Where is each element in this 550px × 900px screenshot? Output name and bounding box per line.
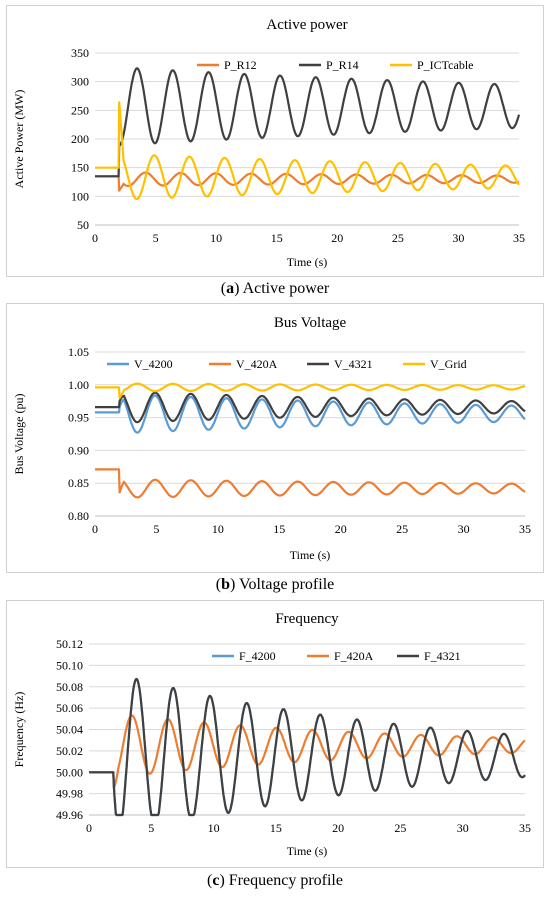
chart-panel-bus-voltage: Bus Voltage 0.80 0.85 0.90 0.95 1.00 1.05 0 5 10 1… — [6, 303, 544, 573]
y-tick-label: 50.12 — [56, 637, 83, 651]
legend-label-f-4321: F_4321 — [424, 649, 461, 663]
x-tick-label: 0 — [86, 821, 92, 835]
x-tick-label: 5 — [153, 522, 159, 536]
y-tick-label: 1.00 — [68, 378, 89, 392]
caption-active-power: (a) Active power — [220, 280, 330, 297]
y-tick-label: 50.10 — [56, 658, 83, 672]
x-tick-label: 10 — [208, 821, 220, 835]
y-tick-label: 50 — [77, 218, 89, 232]
x-tick-label: 15 — [270, 821, 282, 835]
caption-frequency-profile: (c) Frequency profile — [207, 872, 343, 889]
caption-letter: a — [226, 280, 235, 297]
legend-bg — [105, 355, 195, 370]
caption-voltage-profile: (b) Voltage profile — [215, 576, 335, 593]
x-tick-label: 0 — [92, 231, 98, 245]
chart-title: Bus Voltage — [274, 315, 347, 331]
y-axis-label: Bus Voltage (pu) — [12, 394, 26, 475]
series-line-v-4321 — [94, 391, 526, 424]
y-tick-label: 50.06 — [56, 701, 83, 715]
legend-label-f-4200: F_4200 — [239, 649, 276, 663]
y-tick-label: 50.02 — [56, 744, 83, 758]
x-axis-label: Time (s) — [287, 844, 328, 858]
x-tick-label: 30 — [452, 231, 464, 245]
y-tick-label: 0.90 — [68, 443, 89, 457]
x-axis-label: Time (s) — [287, 255, 328, 269]
x-tick-label: 20 — [332, 821, 344, 835]
y-tick-label: 300 — [71, 75, 89, 89]
legend-label-v-420a: V_420A — [236, 357, 278, 371]
legend-label-v-4321: V_4321 — [334, 357, 373, 371]
chart-title: Frequency — [275, 611, 339, 627]
x-tick-label: 10 — [210, 231, 222, 245]
x-tick-label: 30 — [458, 522, 470, 536]
y-tick-label: 0.80 — [68, 509, 89, 523]
y-tick-label: 50.04 — [56, 723, 83, 737]
x-tick-label: 25 — [394, 821, 406, 835]
caption-letter: c — [212, 872, 220, 889]
legend-bg — [195, 56, 285, 71]
chart-svg-bus-voltage: Bus Voltage 0.80 0.85 0.90 0.95 1.00 1.05 0 5 10 1… — [12, 315, 531, 562]
y-tick-label: 1.05 — [68, 345, 89, 359]
x-tick-label: 0 — [92, 522, 98, 536]
x-tick-label: 5 — [148, 821, 154, 835]
series-line-p-ictcable — [94, 101, 520, 201]
y-tick-label: 350 — [71, 46, 89, 60]
legend-label-p-r12: P_R12 — [224, 58, 257, 72]
series-line-f-4321 — [88, 677, 526, 817]
chart-svg-active-power: Active power 50 100 150 200 250 300 350 0 5 10 15 20… — [12, 17, 525, 269]
legend-bg — [401, 355, 491, 370]
caption-text: Voltage profile — [239, 576, 335, 593]
legend-label-v-4200: V_4200 — [134, 357, 173, 371]
legend-label-v-grid: V_Grid — [430, 357, 467, 371]
legend-bg — [395, 647, 485, 662]
series-line-f-420a — [88, 714, 526, 790]
legend-bg — [297, 56, 387, 71]
legend-label-p-r14: P_R14 — [326, 58, 359, 72]
x-tick-label: 35 — [519, 522, 531, 536]
y-tick-label: 100 — [71, 189, 89, 203]
caption-letter: b — [221, 576, 230, 593]
series-line-v-4200 — [94, 394, 526, 434]
x-tick-label: 25 — [392, 231, 404, 245]
x-axis-label: Time (s) — [290, 548, 331, 562]
y-tick-label: 0.85 — [68, 476, 89, 490]
y-tick-label: 50.00 — [56, 765, 83, 779]
x-tick-label: 25 — [396, 522, 408, 536]
x-tick-label: 5 — [153, 231, 159, 245]
legend-bg — [305, 647, 395, 662]
y-axis-label: Frequency (Hz) — [12, 692, 26, 768]
legend-label-p-ictcable: P_ICTcable — [417, 58, 473, 72]
y-tick-label: 49.96 — [56, 808, 83, 822]
series-line-p-r14 — [94, 67, 521, 178]
x-tick-label: 10 — [212, 522, 224, 536]
legend-bg — [305, 355, 395, 370]
legend-bg — [207, 355, 297, 370]
x-tick-label: 35 — [513, 231, 525, 245]
y-tick-label: 0.95 — [68, 411, 89, 425]
legend-bg — [210, 647, 300, 662]
x-tick-label: 15 — [273, 522, 285, 536]
legend-label-f-420a: F_420A — [334, 649, 374, 663]
caption-text: Frequency profile — [228, 872, 343, 889]
legend-bg — [388, 56, 478, 71]
y-tick-label: 200 — [71, 132, 89, 146]
chart-title: Active power — [266, 17, 347, 33]
y-tick-label: 150 — [71, 161, 89, 175]
x-tick-label: 15 — [271, 231, 283, 245]
chart-svg-frequency: Frequency 49.96 49.98 50.00 50.02 50.04 50.06 5… — [12, 611, 531, 858]
y-axis-label: Active Power (MW) — [12, 90, 26, 189]
x-tick-label: 20 — [335, 522, 347, 536]
x-tick-label: 20 — [331, 231, 343, 245]
y-tick-label: 50.08 — [56, 680, 83, 694]
x-tick-label: 35 — [519, 821, 531, 835]
y-tick-label: 49.98 — [56, 787, 83, 801]
series-line-v-grid — [94, 382, 526, 400]
x-tick-label: 30 — [457, 821, 469, 835]
y-tick-label: 250 — [71, 103, 89, 117]
series-line-v-420a — [94, 468, 526, 499]
chart-panel-active-power: Active power 50 100 150 200 250 300 350 0 5 10 15 20… — [6, 5, 544, 277]
chart-panel-frequency: Frequency 49.96 49.98 50.00 50.02 50.04 50.06 5… — [6, 600, 544, 868]
caption-text: Active power — [242, 280, 330, 297]
